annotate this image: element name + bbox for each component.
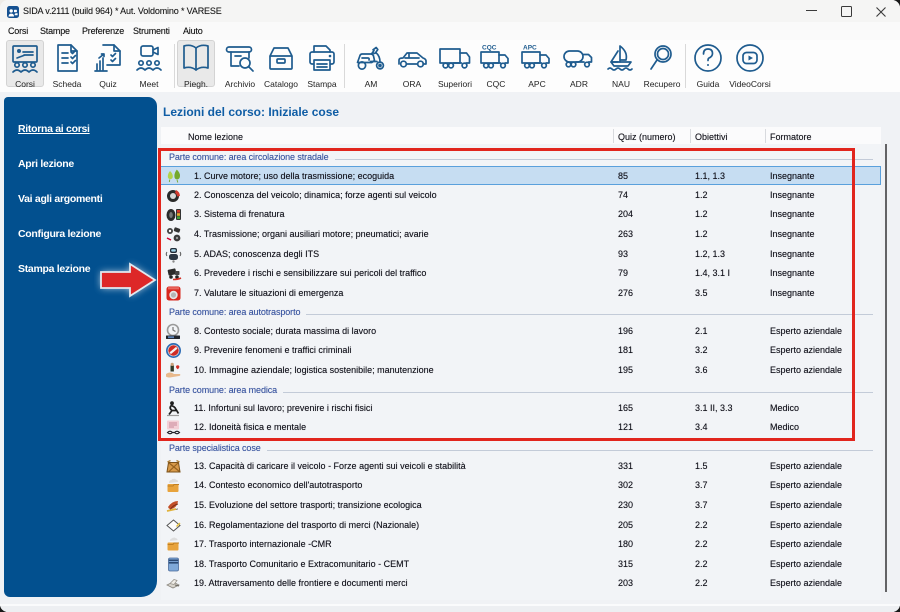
svg-text:CQC: CQC xyxy=(482,45,497,52)
svg-text:APC: APC xyxy=(523,45,537,52)
